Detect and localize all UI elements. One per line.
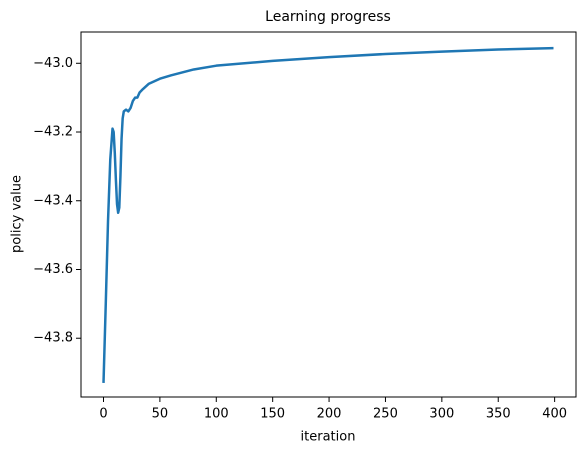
y-tick-label: −43.6 xyxy=(33,262,73,277)
x-tick-label: 300 xyxy=(429,407,454,422)
plot-frame xyxy=(80,31,577,398)
y-tick-label: −43.0 xyxy=(33,56,73,71)
x-tick-label: 0 xyxy=(99,407,107,422)
y-tick-label: −43.8 xyxy=(33,331,73,346)
x-tick-label: 400 xyxy=(542,407,567,422)
y-tick-label: −43.4 xyxy=(33,193,73,208)
y-axis-label: policy value xyxy=(10,175,25,253)
line xyxy=(102,46,554,383)
x-tick-label: 350 xyxy=(486,407,511,422)
x-tick-label: 100 xyxy=(204,407,229,422)
x-axis-label: iteration xyxy=(301,430,356,445)
y-tick-label: −43.2 xyxy=(33,125,73,140)
x-tick-label: 150 xyxy=(260,407,285,422)
x-tick-label: 50 xyxy=(152,407,169,422)
x-tick-label: 200 xyxy=(317,407,342,422)
chart-title: Learning progress xyxy=(265,9,391,25)
x-tick-label: 250 xyxy=(373,407,398,422)
